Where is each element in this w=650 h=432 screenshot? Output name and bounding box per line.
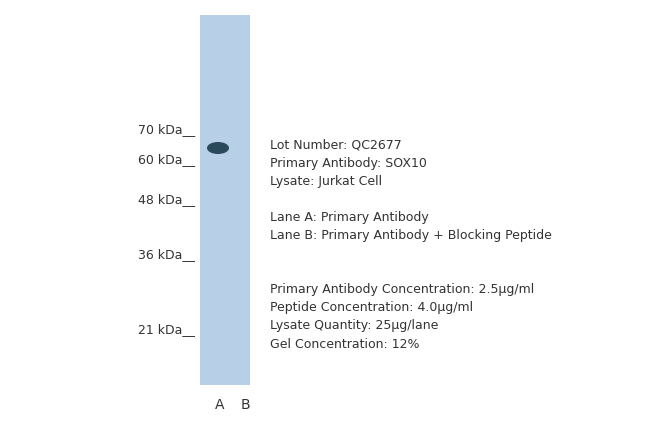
Text: Primary Antibody: SOX10: Primary Antibody: SOX10 bbox=[270, 156, 427, 169]
Text: 70 kDa__: 70 kDa__ bbox=[138, 124, 195, 137]
Text: Peptide Concentration: 4.0μg/ml: Peptide Concentration: 4.0μg/ml bbox=[270, 302, 473, 314]
Text: Lysate Quantity: 25μg/lane: Lysate Quantity: 25μg/lane bbox=[270, 320, 438, 333]
Text: Lot Number: QC2677: Lot Number: QC2677 bbox=[270, 139, 402, 152]
Ellipse shape bbox=[207, 142, 229, 154]
Text: Gel Concentration: 12%: Gel Concentration: 12% bbox=[270, 337, 419, 350]
Bar bbox=[200, 15, 250, 385]
Text: 48 kDa__: 48 kDa__ bbox=[138, 194, 195, 206]
Text: 36 kDa__: 36 kDa__ bbox=[138, 248, 195, 261]
Text: 21 kDa__: 21 kDa__ bbox=[138, 324, 195, 337]
Text: 60 kDa__: 60 kDa__ bbox=[138, 153, 195, 166]
Text: B: B bbox=[240, 398, 250, 412]
Text: Lane B: Primary Antibody + Blocking Peptide: Lane B: Primary Antibody + Blocking Pept… bbox=[270, 229, 552, 242]
Text: Lysate: Jurkat Cell: Lysate: Jurkat Cell bbox=[270, 175, 382, 187]
Text: A: A bbox=[215, 398, 225, 412]
Text: Primary Antibody Concentration: 2.5μg/ml: Primary Antibody Concentration: 2.5μg/ml bbox=[270, 283, 534, 296]
Text: Lane A: Primary Antibody: Lane A: Primary Antibody bbox=[270, 212, 429, 225]
